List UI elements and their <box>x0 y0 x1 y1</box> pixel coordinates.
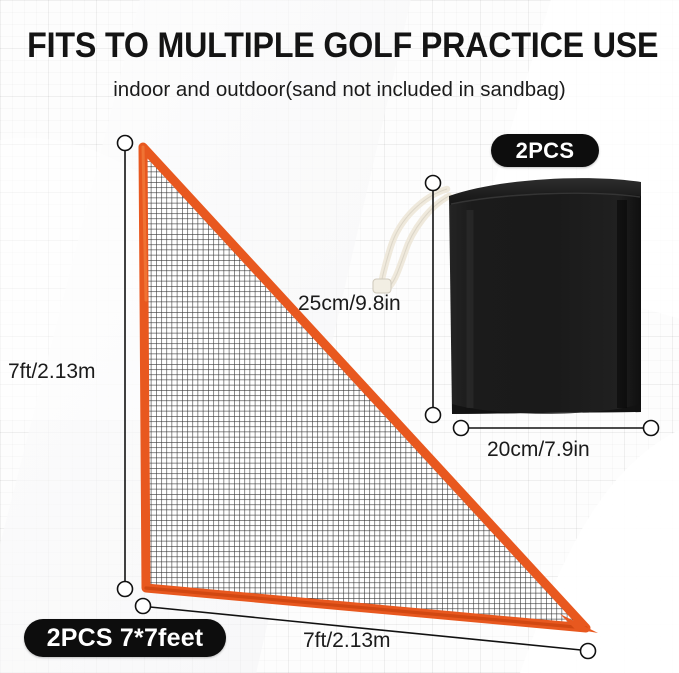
drawstring-cord <box>377 185 453 290</box>
net-height-label: 7ft/2.13m <box>8 360 96 383</box>
bag-body <box>449 182 641 414</box>
cord-lock-toggle <box>372 278 392 294</box>
net-width-label: 7ft/2.13m <box>303 629 391 652</box>
dimension-line-net-width <box>134 597 597 660</box>
page-subtitle: indoor and outdoor(sand not included in … <box>113 78 566 101</box>
dimension-line-bag-width <box>452 419 660 437</box>
bag-width-label: 20cm/7.9in <box>487 438 590 461</box>
bag-drawstring-channel <box>449 178 641 205</box>
drawstring-bag-product <box>372 178 641 414</box>
dimension-line-net-height <box>116 134 134 598</box>
badge-bag-quantity: 2PCS <box>491 134 599 167</box>
dimension-line-bag-height <box>424 174 442 424</box>
bag-height-label: 25cm/9.8in <box>298 292 401 315</box>
badge-net-quantity-size: 2PCS 7*7feet <box>24 619 226 657</box>
page-title: FITS TO MULTIPLE GOLF PRACTICE USE <box>27 26 659 65</box>
